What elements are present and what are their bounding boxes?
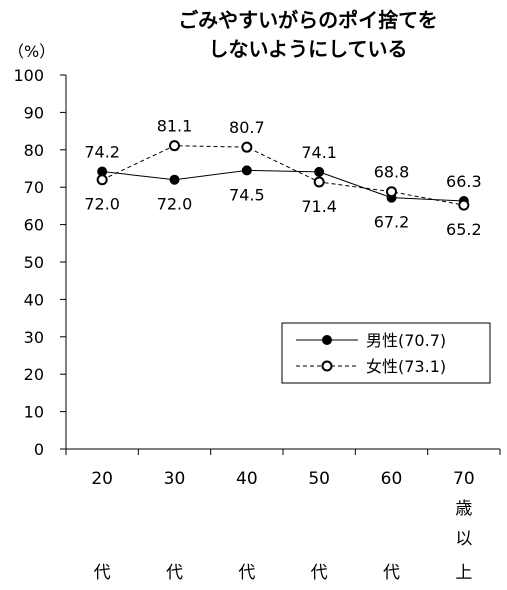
y-tick-label: 10 xyxy=(24,403,44,422)
x-category-label: 70 xyxy=(453,469,475,489)
chart-title: ごみやすいがらのポイ捨てを しないようにしている xyxy=(178,8,438,61)
x-category-label: 代 xyxy=(383,563,400,583)
y-tick-label: 100 xyxy=(13,66,44,85)
data-point-female xyxy=(313,176,325,188)
data-label: 80.7 xyxy=(229,118,265,137)
x-category-label: 歳 xyxy=(455,499,472,519)
y-tick-label: 40 xyxy=(24,290,44,309)
data-point-female xyxy=(96,174,108,186)
data-label: 68.8 xyxy=(374,163,410,182)
chart-title-line-2: しないようにしている xyxy=(209,37,408,61)
data-label: 81.1 xyxy=(157,117,193,136)
data-labels: 74.2 72.0 81.1 72.0 80.7 74.5 74.1 71.4 68.8 67.2… xyxy=(84,117,481,239)
y-tick-label: 20 xyxy=(24,365,44,384)
data-point-male xyxy=(314,166,325,177)
y-tick-label: 90 xyxy=(24,103,44,122)
x-category-label: 代 xyxy=(238,563,255,583)
data-point-female xyxy=(241,141,253,153)
legend-label-female: 女性(73.1) xyxy=(366,357,446,376)
data-label: 65.2 xyxy=(446,220,482,239)
x-category-label: 30 xyxy=(164,469,186,489)
x-axis: 20 代 30 代 40 代 50 代 60 代 70 歳以上 xyxy=(65,448,501,583)
x-category-label: 代 xyxy=(166,563,183,583)
data-point-male xyxy=(169,174,180,185)
data-label: 67.2 xyxy=(374,213,410,232)
y-tick-label: 80 xyxy=(24,141,44,160)
y-tick-label: 50 xyxy=(24,253,44,272)
data-label: 71.4 xyxy=(301,197,337,216)
data-point-female xyxy=(458,199,470,211)
data-label: 72.0 xyxy=(84,195,120,214)
x-category-label: 60 xyxy=(381,469,403,489)
series-line-female xyxy=(101,145,464,206)
x-category-label: 以 xyxy=(455,529,472,549)
chart-title-line-1: ごみやすいがらのポイ捨てを xyxy=(178,8,438,32)
y-tick-label: 60 xyxy=(24,216,44,235)
x-category-label: 代 xyxy=(311,563,328,583)
data-point-male xyxy=(241,165,252,176)
data-label: 74.2 xyxy=(84,142,120,161)
data-point-female xyxy=(386,186,397,198)
x-category-label: 代 xyxy=(94,563,111,583)
legend-marker-male xyxy=(322,335,332,345)
y-tick-label: 0 xyxy=(34,440,44,459)
data-label: 74.1 xyxy=(301,143,337,162)
y-axis: 0 10 20 30 40 50 60 70 80 90 100 xyxy=(13,66,67,459)
legend: 男性(70.7) 女性(73.1) xyxy=(281,322,491,384)
data-label: 66.3 xyxy=(446,172,482,191)
legend-marker-female xyxy=(321,360,333,372)
y-tick-label: 70 xyxy=(24,178,44,197)
x-category-label: 50 xyxy=(308,469,330,489)
data-label: 72.0 xyxy=(157,195,193,214)
data-point-female xyxy=(169,140,180,152)
series-line-male xyxy=(102,169,464,202)
legend-box xyxy=(281,322,491,384)
x-category-label: 40 xyxy=(236,469,258,489)
y-tick-label: 30 xyxy=(24,328,44,347)
data-label: 74.5 xyxy=(229,185,265,204)
legend-label-male: 男性(70.7) xyxy=(366,331,446,350)
plot-area xyxy=(96,140,470,211)
x-category-label: 20 xyxy=(91,469,113,489)
y-axis-unit-label: （%） xyxy=(8,42,55,61)
x-category-label: 上 xyxy=(455,563,472,583)
